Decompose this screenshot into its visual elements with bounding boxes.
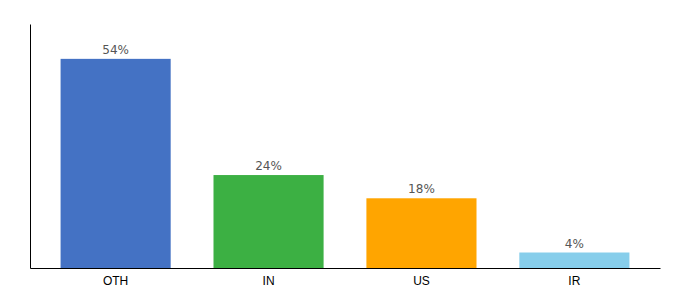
x-tick-label: IN bbox=[263, 274, 275, 288]
bar bbox=[519, 253, 629, 268]
data-label: 24% bbox=[255, 159, 282, 173]
bar bbox=[366, 198, 476, 268]
x-axis: OTH IN US IR bbox=[31, 269, 661, 288]
chart-svg: OTH IN US IR 54% 24% 18% 4% bbox=[0, 0, 680, 300]
data-labels: 54% 24% 18% 4% bbox=[102, 43, 584, 251]
y-axis bbox=[30, 25, 31, 269]
x-tick: US bbox=[413, 274, 430, 288]
x-tick: IN bbox=[263, 274, 275, 288]
bar bbox=[213, 175, 323, 268]
x-tick: IR bbox=[568, 274, 580, 288]
data-label: 54% bbox=[102, 43, 129, 57]
x-tick-label: US bbox=[413, 274, 430, 288]
x-tick: OTH bbox=[103, 274, 128, 288]
chart-container: OTH IN US IR 54% 24% 18% 4% bbox=[0, 0, 680, 300]
x-tick-label: OTH bbox=[103, 274, 128, 288]
data-label: 4% bbox=[565, 237, 584, 251]
data-label: 18% bbox=[408, 182, 435, 196]
x-axis-line bbox=[31, 268, 661, 269]
plot-area: OTH IN US IR 54% 24% 18% 4% bbox=[31, 25, 661, 288]
bar bbox=[61, 59, 171, 268]
bars bbox=[61, 59, 630, 268]
y-axis-line bbox=[30, 25, 31, 269]
x-tick-label: IR bbox=[568, 274, 580, 288]
